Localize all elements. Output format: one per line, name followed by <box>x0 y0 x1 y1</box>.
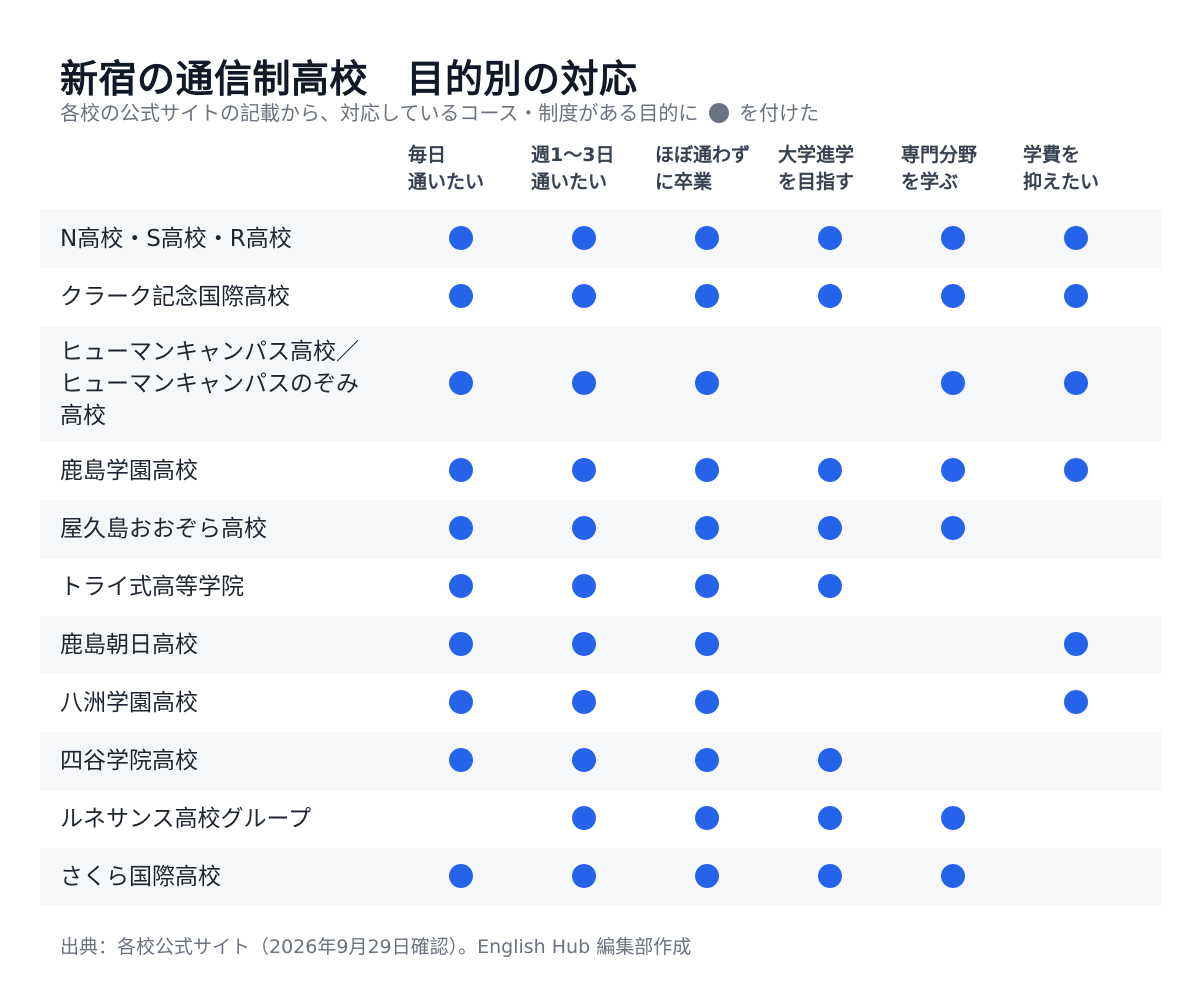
check-dot <box>818 226 842 250</box>
check-dot <box>1064 458 1088 482</box>
check-dot <box>572 864 596 888</box>
table-row: トライ式高等学院 <box>40 558 1161 616</box>
school-name: ヒューマンキャンパス高校／ ヒューマンキャンパスのぞみ 高校 <box>60 339 359 429</box>
check-dot <box>695 371 719 395</box>
column-header: 学費を 抑えたい <box>1023 144 1100 193</box>
column-header: 大学進学 を目指す <box>778 144 855 193</box>
table-row: 鹿島学園高校 <box>40 442 1161 500</box>
check-dot <box>695 690 719 714</box>
check-dot <box>449 574 473 598</box>
check-dot <box>1064 690 1088 714</box>
check-dot <box>818 574 842 598</box>
table-row: さくら国際高校 <box>40 848 1161 906</box>
school-name: 鹿島学園高校 <box>60 458 198 484</box>
check-dot <box>449 226 473 250</box>
check-dot <box>941 371 965 395</box>
check-dot <box>572 516 596 540</box>
table-row: N高校・S高校・R高校 <box>40 210 1161 268</box>
school-name: ルネサンス高校グループ <box>60 806 312 832</box>
school-name: さくら国際高校 <box>60 864 221 890</box>
check-dot <box>572 632 596 656</box>
school-name: 屋久島おおぞら高校 <box>60 516 267 542</box>
check-dot <box>695 284 719 308</box>
check-dot <box>818 806 842 830</box>
subtitle-text: 各校の公式サイトの記載から、対応しているコース・制度がある目的に <box>60 101 699 125</box>
school-name: N高校・S高校・R高校 <box>60 226 292 252</box>
school-name: 鹿島朝日高校 <box>60 632 198 658</box>
check-dot <box>818 284 842 308</box>
column-header: 週1〜3日 通いたい <box>531 144 615 193</box>
source-note: 出典：各校公式サイト（2026年9月29日確認）。English Hub 編集部… <box>60 936 692 958</box>
chart-title: 新宿の通信制高校 目的別の対応 <box>60 57 638 101</box>
column-header: 専門分野 を学ぶ <box>901 144 978 193</box>
check-dot <box>695 806 719 830</box>
check-dot <box>449 284 473 308</box>
check-dot <box>941 284 965 308</box>
chart-subtitle: 各校の公式サイトの記載から、対応しているコース・制度がある目的に を付けた <box>60 97 819 126</box>
check-dot <box>449 748 473 772</box>
table-row: 四谷学院高校 <box>40 732 1161 790</box>
check-dot <box>449 864 473 888</box>
column-header: 毎日 通いたい <box>408 144 485 193</box>
check-dot <box>572 226 596 250</box>
check-dot <box>941 516 965 540</box>
check-dot <box>1064 632 1088 656</box>
check-dot <box>572 574 596 598</box>
check-dot <box>1064 371 1088 395</box>
check-dot <box>1064 284 1088 308</box>
check-dot <box>572 690 596 714</box>
check-dot <box>941 458 965 482</box>
check-dot <box>449 690 473 714</box>
check-dot <box>572 748 596 772</box>
table-row: クラーク記念国際高校 <box>40 268 1161 326</box>
check-dot <box>695 748 719 772</box>
table-row: 鹿島朝日高校 <box>40 616 1161 674</box>
check-dot <box>818 516 842 540</box>
check-dot <box>572 284 596 308</box>
column-header: ほぼ通わず に卒業 <box>655 144 751 193</box>
school-name: 八洲学園高校 <box>60 690 198 716</box>
check-dot <box>449 632 473 656</box>
check-dot <box>818 864 842 888</box>
subtitle-text-after: を付けた <box>739 101 820 125</box>
check-dot <box>572 806 596 830</box>
check-dot <box>449 458 473 482</box>
check-dot <box>572 371 596 395</box>
check-dot <box>941 226 965 250</box>
check-dot <box>695 516 719 540</box>
table-row: ヒューマンキャンパス高校／ ヒューマンキャンパスのぞみ 高校 <box>40 326 1161 442</box>
check-dot <box>449 371 473 395</box>
check-dot <box>695 226 719 250</box>
check-dot <box>695 864 719 888</box>
check-dot <box>695 574 719 598</box>
check-dot <box>449 516 473 540</box>
school-name: トライ式高等学院 <box>60 574 244 600</box>
check-dot <box>695 458 719 482</box>
check-dot <box>818 458 842 482</box>
table-row: ルネサンス高校グループ <box>40 790 1161 848</box>
check-dot <box>1064 226 1088 250</box>
school-name: 四谷学院高校 <box>60 748 198 774</box>
legend-dot-icon <box>708 103 729 123</box>
check-dot <box>572 458 596 482</box>
check-dot <box>941 806 965 830</box>
check-dot <box>695 632 719 656</box>
check-dot <box>818 748 842 772</box>
table-row: 屋久島おおぞら高校 <box>40 500 1161 558</box>
school-name: クラーク記念国際高校 <box>60 284 290 310</box>
table-row: 八洲学園高校 <box>40 674 1161 732</box>
check-dot <box>941 864 965 888</box>
